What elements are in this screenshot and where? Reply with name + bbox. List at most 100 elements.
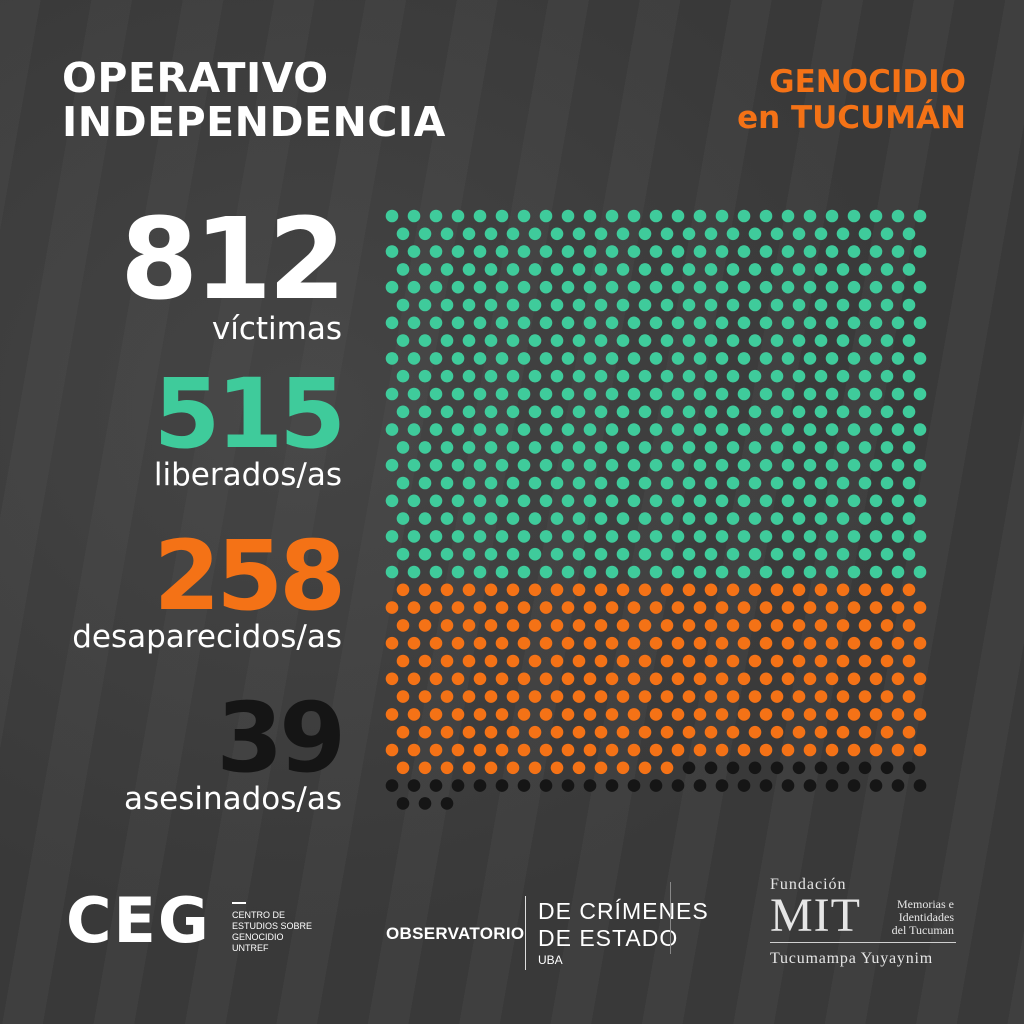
dot-liberado bbox=[913, 280, 927, 294]
dot-desaparecido bbox=[605, 601, 619, 614]
dot-liberado bbox=[803, 565, 817, 579]
dot-liberado bbox=[627, 387, 641, 401]
dot-liberado bbox=[605, 352, 619, 365]
dot-liberado bbox=[561, 209, 575, 223]
dot-liberado bbox=[825, 565, 839, 579]
dot-liberado bbox=[737, 565, 751, 579]
dot-liberado bbox=[539, 387, 553, 401]
dot-liberado bbox=[880, 334, 894, 347]
dot-liberado bbox=[396, 263, 410, 276]
dot-asesinado bbox=[429, 779, 443, 792]
dot-desaparecido bbox=[913, 743, 927, 757]
dot-desaparecido bbox=[539, 601, 553, 614]
dot-liberado bbox=[594, 227, 608, 241]
dot-liberado bbox=[649, 209, 663, 223]
dot-liberado bbox=[473, 530, 487, 543]
dot-liberado bbox=[748, 405, 762, 419]
dot-liberado bbox=[462, 369, 476, 383]
stat-disappeared-value: 258 bbox=[153, 520, 346, 632]
dot-liberado bbox=[693, 245, 707, 258]
dot-liberado bbox=[880, 476, 894, 490]
dot-asesinado bbox=[539, 779, 553, 792]
dot-liberado bbox=[594, 441, 608, 454]
dot-liberado bbox=[396, 227, 410, 241]
dot-asesinado bbox=[671, 779, 685, 792]
dot-liberado bbox=[517, 209, 531, 223]
dot-liberado bbox=[759, 530, 773, 543]
dot-liberado bbox=[638, 227, 652, 241]
dot-liberado bbox=[451, 458, 465, 472]
dot-liberado bbox=[759, 458, 773, 472]
dot-desaparecido bbox=[451, 708, 465, 721]
dot-desaparecido bbox=[704, 619, 718, 632]
dot-liberado bbox=[385, 458, 399, 472]
dot-liberado bbox=[451, 280, 465, 294]
dot-liberado bbox=[814, 298, 828, 312]
dot-liberado bbox=[902, 476, 916, 490]
dot-liberado bbox=[726, 227, 740, 241]
dot-liberado bbox=[726, 334, 740, 347]
dot-desaparecido bbox=[715, 743, 729, 757]
dot-liberado bbox=[825, 530, 839, 543]
dot-desaparecido bbox=[572, 583, 586, 597]
dot-desaparecido bbox=[451, 672, 465, 686]
dot-liberado bbox=[891, 352, 905, 365]
dot-liberado bbox=[836, 369, 850, 383]
dot-liberado bbox=[528, 405, 542, 419]
dot-liberado bbox=[737, 530, 751, 543]
dot-desaparecido bbox=[726, 654, 740, 668]
dot-liberado bbox=[418, 405, 432, 419]
dot-liberado bbox=[418, 512, 432, 525]
dot-desaparecido bbox=[550, 583, 564, 597]
dot-liberado bbox=[792, 512, 806, 525]
dot-liberado bbox=[825, 387, 839, 401]
dot-desaparecido bbox=[704, 690, 718, 703]
dot-liberado bbox=[869, 280, 883, 294]
dot-liberado bbox=[638, 334, 652, 347]
dot-desaparecido bbox=[682, 619, 696, 632]
dot-desaparecido bbox=[495, 743, 509, 757]
dot-liberado bbox=[583, 530, 597, 543]
dot-liberado bbox=[847, 494, 861, 508]
dot-liberado bbox=[561, 280, 575, 294]
dot-liberado bbox=[770, 441, 784, 454]
dot-liberado bbox=[539, 458, 553, 472]
dot-liberado bbox=[715, 209, 729, 223]
dot-liberado bbox=[605, 494, 619, 508]
dot-desaparecido bbox=[682, 583, 696, 597]
dot-desaparecido bbox=[671, 708, 685, 721]
dot-liberado bbox=[484, 369, 498, 383]
dot-desaparecido bbox=[748, 654, 762, 668]
dot-liberado bbox=[429, 352, 443, 365]
dot-asesinado bbox=[737, 779, 751, 792]
dot-liberado bbox=[451, 530, 465, 543]
dot-desaparecido bbox=[605, 636, 619, 650]
dot-liberado bbox=[429, 494, 443, 508]
dot-liberado bbox=[781, 423, 795, 436]
dot-desaparecido bbox=[462, 725, 476, 739]
dot-liberado bbox=[495, 280, 509, 294]
dot-desaparecido bbox=[891, 708, 905, 721]
title-line-2: INDEPENDENCIA bbox=[62, 98, 446, 146]
dot-liberado bbox=[715, 280, 729, 294]
dot-liberado bbox=[847, 316, 861, 330]
dot-liberado bbox=[759, 494, 773, 508]
dot-liberado bbox=[528, 369, 542, 383]
dot-liberado bbox=[836, 298, 850, 312]
dot-desaparecido bbox=[550, 761, 564, 775]
dot-liberado bbox=[396, 369, 410, 383]
dot-liberado bbox=[572, 227, 586, 241]
dot-desaparecido bbox=[836, 583, 850, 597]
dot-liberado bbox=[770, 298, 784, 312]
dot-liberado bbox=[649, 458, 663, 472]
dot-liberado bbox=[781, 530, 795, 543]
dot-liberado bbox=[583, 387, 597, 401]
dot-liberado bbox=[902, 547, 916, 561]
dot-asesinado bbox=[869, 779, 883, 792]
dot-desaparecido bbox=[825, 708, 839, 721]
dot-desaparecido bbox=[649, 743, 663, 757]
dot-desaparecido bbox=[517, 636, 531, 650]
dot-liberado bbox=[627, 209, 641, 223]
dot-liberado bbox=[440, 227, 454, 241]
